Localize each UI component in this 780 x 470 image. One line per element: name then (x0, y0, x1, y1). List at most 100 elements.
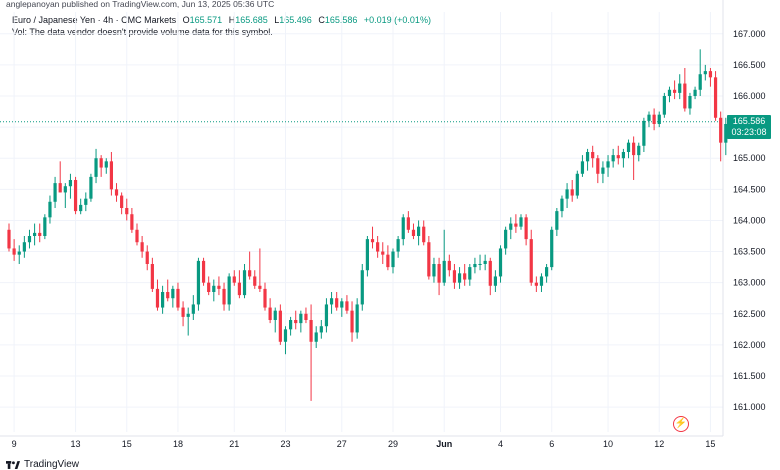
candle-body (473, 264, 477, 268)
candle (135, 223, 139, 246)
symbol-title[interactable]: Euro / Japanese Yen · 4h · CMC Markets (12, 15, 177, 25)
candle (350, 301, 354, 342)
candle-body (150, 264, 154, 289)
candle-body (560, 198, 564, 212)
candle-body (232, 276, 236, 283)
candle (58, 161, 62, 193)
candle-body (263, 288, 267, 308)
candle (273, 307, 277, 333)
candle (391, 248, 395, 274)
candle-body (166, 292, 170, 299)
candle-body (504, 229, 508, 249)
candle-body (529, 239, 533, 283)
candle-body (555, 211, 559, 230)
candle (120, 192, 124, 215)
lightning-bolt-icon[interactable]: ⚡ (673, 416, 689, 432)
y-tick-label: 161.500 (733, 371, 766, 381)
candle-body (427, 242, 431, 277)
candle-body (401, 217, 405, 240)
candle-body (626, 142, 631, 152)
candle-body (483, 260, 487, 264)
candle (488, 257, 492, 296)
candle (386, 245, 390, 271)
candle-body (12, 248, 16, 255)
candle-body (693, 89, 697, 96)
candle (130, 208, 134, 233)
candle (253, 270, 257, 289)
y-tick-label: 162.500 (733, 309, 766, 319)
y-tick-label: 161.000 (733, 402, 766, 412)
candle (150, 257, 154, 292)
candle-body (406, 217, 410, 230)
candle (442, 229, 446, 286)
candle (611, 148, 615, 168)
candle-body (319, 326, 323, 333)
candle (708, 68, 713, 87)
volume-note: Vol: The data vendor doesn't provide vol… (12, 27, 273, 37)
candle (688, 92, 692, 115)
candle (698, 49, 702, 96)
candle (268, 298, 272, 324)
candle (140, 236, 144, 258)
candle (427, 236, 431, 280)
candle-body (289, 320, 293, 330)
candle-body (227, 276, 231, 305)
x-tick-label: 10 (603, 439, 613, 449)
candle (616, 145, 620, 165)
x-tick-label: 18 (173, 439, 183, 449)
candle-body (698, 74, 702, 90)
candle (396, 236, 400, 258)
footer-branding[interactable]: TradingView (6, 459, 79, 470)
candle-body (145, 251, 149, 264)
candle-body (222, 288, 226, 305)
candle-body (498, 248, 503, 277)
x-tick-label: 23 (280, 439, 290, 449)
candle (657, 111, 661, 128)
last-price-tag: 165.586 03:23:08 (727, 114, 771, 139)
candle-body (248, 270, 252, 277)
candle-body (713, 77, 718, 118)
candle-body (53, 183, 57, 202)
candle (104, 158, 108, 174)
candle-body (539, 276, 544, 286)
candle-body (68, 180, 73, 187)
candle (468, 264, 472, 286)
candle-body (457, 273, 462, 283)
candle-body (196, 260, 201, 305)
candle (545, 264, 549, 283)
candle-body (621, 152, 625, 159)
candle (504, 226, 508, 255)
candle (452, 264, 457, 289)
candle-body (360, 270, 364, 305)
x-tick-label: 6 (549, 439, 554, 449)
candle-body (130, 214, 134, 230)
candle-body (647, 114, 651, 121)
candle-body (616, 155, 620, 159)
brand-name: TradingView (24, 459, 80, 470)
candle (678, 74, 682, 100)
candle (319, 320, 323, 339)
candle-body (186, 313, 190, 317)
candle-body (273, 310, 277, 320)
candle (417, 220, 421, 246)
candle (63, 183, 67, 208)
candle (17, 245, 21, 264)
candle (493, 270, 497, 292)
candle (355, 298, 359, 339)
candle (673, 80, 677, 100)
low-value: 165.496 (279, 15, 312, 25)
candle-body (33, 232, 37, 236)
candle (145, 245, 149, 271)
candle-body (350, 310, 354, 333)
bar-countdown: 03:23:08 (731, 126, 767, 137)
candle-body (452, 270, 457, 283)
last-price-value: 165.586 (732, 115, 766, 126)
candle (652, 108, 656, 131)
candle-body (299, 313, 303, 324)
y-tick-label: 165.000 (733, 153, 766, 163)
candle (703, 64, 707, 81)
x-tick-label: Jun (436, 439, 452, 449)
candle (89, 173, 93, 202)
open-value: 165.571 (189, 15, 223, 25)
